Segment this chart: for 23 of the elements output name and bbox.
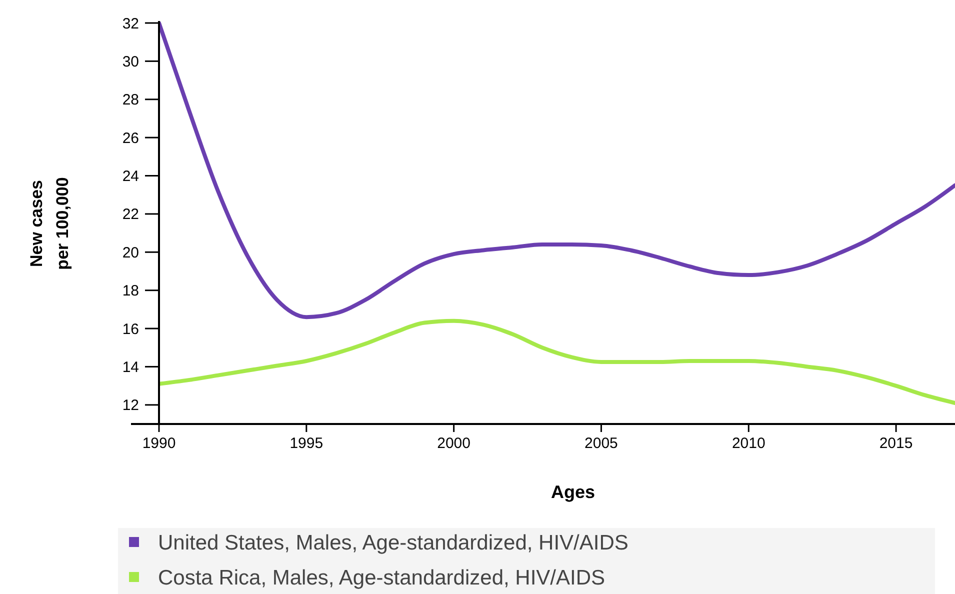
x-axis-title: Ages (550, 482, 596, 502)
y-tick-label: 28 (122, 92, 139, 109)
y-tick-label: 32 (122, 15, 139, 32)
x-tick-label: 1995 (290, 435, 324, 452)
x-tick-label: 2005 (584, 435, 618, 452)
y-tick-label: 30 (122, 53, 139, 70)
legend-label: Costa Rica, Males, Age-standardized, HIV/AIDS (158, 566, 606, 590)
y-tick-label: 24 (122, 168, 139, 186)
x-tick-label: 1990 (142, 435, 176, 452)
y-tick-label: 18 (122, 282, 139, 300)
y-tick-label: 20 (122, 244, 139, 262)
legend-label: United States, Males, Age-standardized, HIV/AIDS (158, 531, 628, 554)
y-tick-label: 26 (122, 130, 139, 147)
y-tick-label: 16 (122, 320, 139, 338)
line-series (159, 318, 955, 405)
x-tick-label: 2015 (879, 435, 913, 452)
y-tick-label: 22 (122, 206, 139, 224)
y-tick-label: 14 (122, 358, 139, 376)
x-tick-label: 2000 (437, 435, 470, 452)
line-series (159, 21, 955, 320)
x-tick-label: 2010 (732, 435, 766, 452)
y-axis-title: New cases per 100,000 (27, 177, 72, 270)
y-tick-label: 12 (122, 397, 139, 414)
